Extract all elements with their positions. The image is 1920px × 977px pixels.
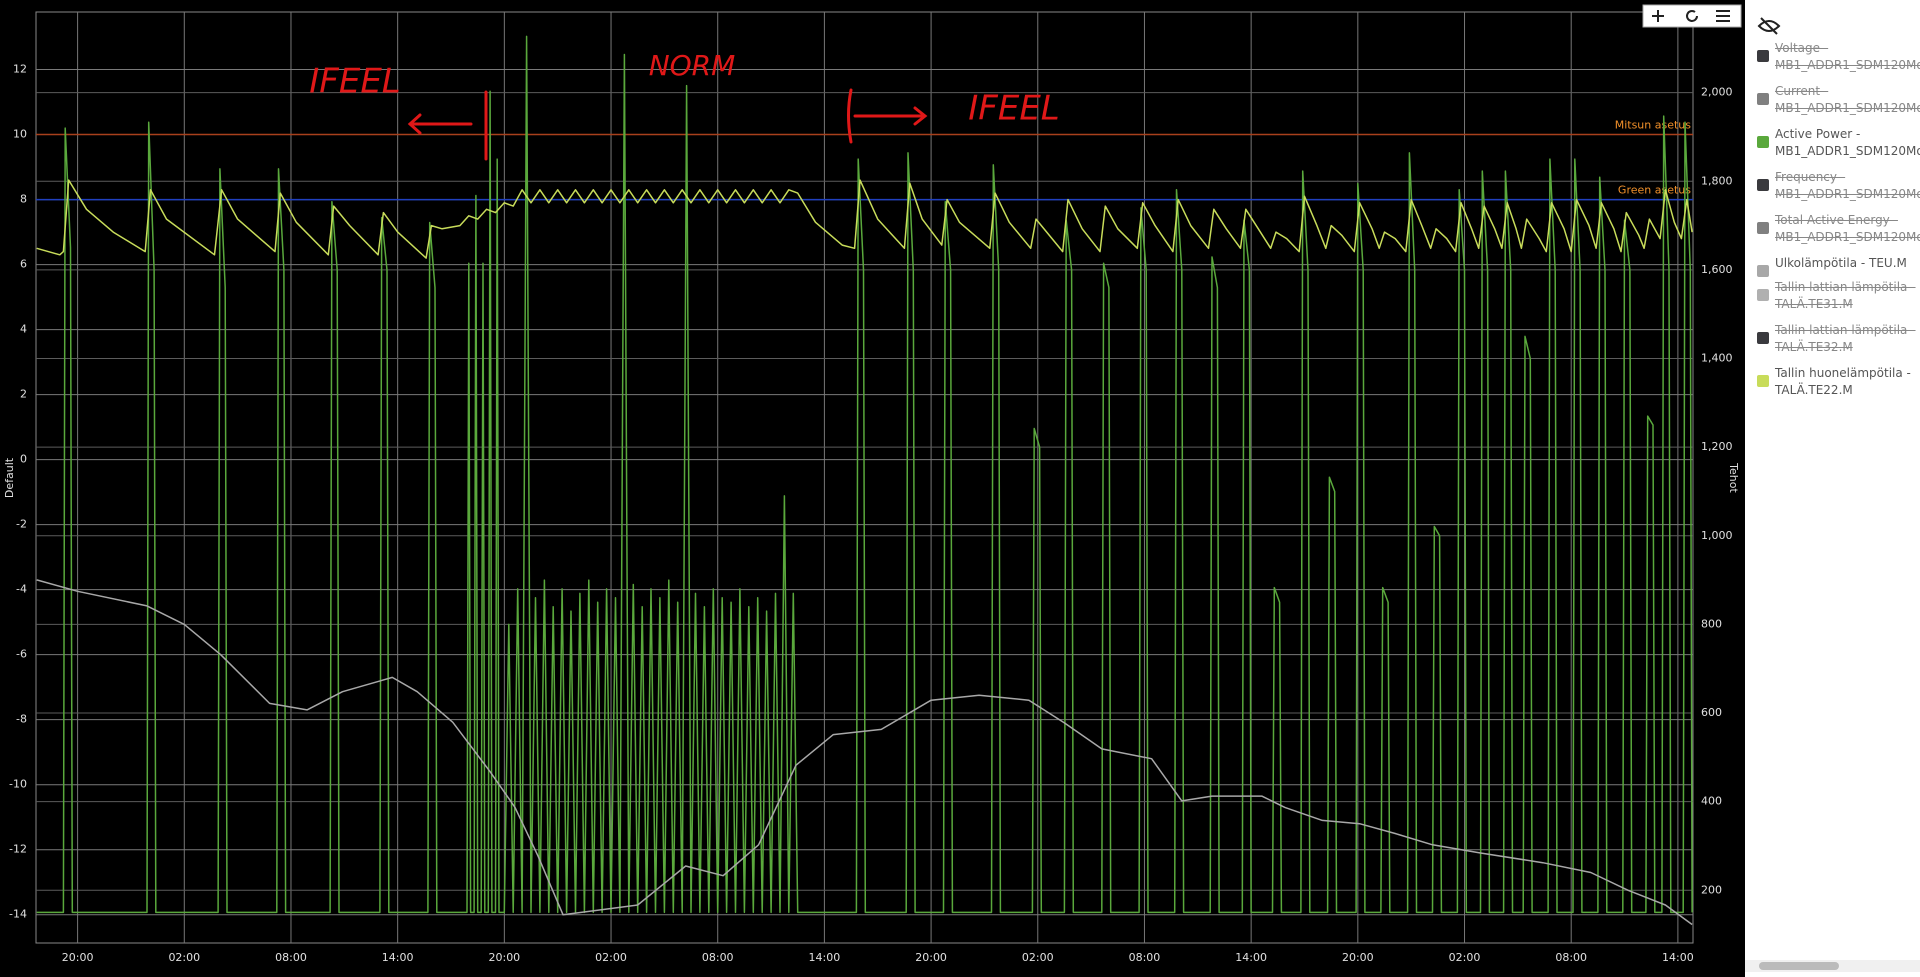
y2-tick-label: 1,200 — [1701, 440, 1733, 453]
y2-tick-label: 1,000 — [1701, 529, 1733, 542]
y2-tick-label: 800 — [1701, 617, 1722, 630]
y-axis-title: Default — [3, 457, 16, 498]
plot-line-label: Green asetus — [1618, 184, 1691, 197]
legend-item[interactable]: Total Active Energy - MB1_ADDR1_SDM120Mo… — [1757, 212, 1920, 252]
scrollbar-thumb[interactable] — [1759, 962, 1839, 970]
y2-tick-label: 2,000 — [1701, 86, 1733, 99]
reset-button[interactable] — [1686, 10, 1698, 22]
x-tick-label: 14:00 — [1235, 951, 1267, 964]
legend-item[interactable]: Tallin huonelämpötila - TALÄ.TE22.M — [1757, 365, 1920, 405]
annotations: IFEEL NORM IFEEL — [309, 49, 1060, 161]
x-tick-label: 20:00 — [488, 951, 520, 964]
legend-label: Frequency - MB1_ADDR1_SDM120Mod — [1775, 170, 1920, 201]
y2-tick-label: 400 — [1701, 795, 1722, 808]
annotation-arrow — [853, 106, 928, 126]
legend-item[interactable]: Ulkolämpötila - TEU.M — [1757, 255, 1920, 295]
pan-icon — [1652, 10, 1664, 22]
legend-item[interactable]: Active Power - MB1_ADDR1_SDM120Mod — [1757, 126, 1920, 166]
x-tick-label: 14:00 — [382, 951, 414, 964]
legend-swatch — [1757, 375, 1769, 387]
x-tick-label: 14:00 — [1662, 951, 1694, 964]
legend-swatch — [1757, 332, 1769, 344]
y-tick-label: 4 — [20, 323, 27, 336]
y2-axis-title: Tehot — [1727, 462, 1740, 493]
eye-slash — [1760, 17, 1778, 35]
series-line — [36, 35, 1693, 914]
legend-item[interactable]: Voltage - MB1_ADDR1_SDM120Mod — [1757, 40, 1920, 80]
x-tick-label: 20:00 — [915, 951, 947, 964]
toolbar — [1642, 4, 1742, 28]
y2-tick-label: 200 — [1701, 883, 1722, 896]
legend-item[interactable]: Current - MB1_ADDR1_SDM120Mod — [1757, 83, 1920, 123]
y-tick-label: 0 — [20, 453, 27, 466]
legend-swatch — [1757, 179, 1769, 191]
legend-label: Total Active Energy - MB1_ADDR1_SDM120Mo… — [1775, 213, 1920, 244]
legend-label: Tallin lattian lämpötila - TALÄ.TE32.M — [1775, 323, 1916, 354]
legend-label: Current - MB1_ADDR1_SDM120Mod — [1775, 84, 1920, 115]
y2-tick-label: 1,400 — [1701, 352, 1733, 365]
scrollbar[interactable] — [1745, 960, 1920, 972]
y-tick-label: -12 — [9, 843, 27, 856]
y2-tick-label: 1,600 — [1701, 263, 1733, 276]
y-tick-label: 12 — [13, 63, 27, 76]
x-tick-label: 02:00 — [1449, 951, 1481, 964]
annotation-stroke — [847, 88, 853, 144]
y-tick-label: -14 — [9, 908, 27, 921]
series-line — [36, 179, 1693, 259]
y-tick-label: -6 — [16, 648, 27, 661]
x-tick-label: 02:00 — [168, 951, 200, 964]
legend-swatch — [1757, 222, 1769, 234]
chart: 20:00 02:00 08:00 14:00 20:00 02:00 08:00 14:00… — [0, 0, 1745, 977]
y-tick-label: -4 — [16, 583, 27, 596]
x-tick-label: 08:00 — [275, 951, 307, 964]
x-tick-label: 02:00 — [595, 951, 627, 964]
annotation-arrow — [407, 113, 473, 135]
legend-label: Ulkolämpötila - TEU.M — [1775, 256, 1907, 270]
legend-swatch — [1757, 50, 1769, 62]
y-tick-label: -8 — [16, 713, 27, 726]
visibility-toggle[interactable] — [1757, 16, 1781, 36]
x-tick-label: 20:00 — [1342, 951, 1374, 964]
y-tick-label: -10 — [9, 778, 27, 791]
legend-label: Active Power - MB1_ADDR1_SDM120Mod — [1775, 127, 1920, 158]
reset-icon — [1686, 10, 1698, 22]
annotation: IFEEL — [309, 62, 401, 102]
y-tick-label: 6 — [20, 258, 27, 271]
y-tick-label: -2 — [16, 518, 27, 531]
legend-item[interactable]: Tallin lattian lämpötila - TALÄ.TE32.M — [1757, 322, 1920, 362]
chart-background — [0, 0, 1745, 977]
legend-item[interactable]: Tallin lattian lämpötila - TALÄ.TE31.M — [1757, 279, 1920, 319]
menu-icon — [1716, 10, 1730, 22]
legend-item[interactable]: Frequency - MB1_ADDR1_SDM120Mod — [1757, 169, 1920, 209]
x-tick-label: 14:00 — [809, 951, 841, 964]
y2-tick-label: 600 — [1701, 706, 1722, 719]
y-tick-label: 8 — [20, 193, 27, 206]
legend-swatch — [1757, 93, 1769, 105]
legend-swatch — [1757, 289, 1769, 301]
x-tick-label: 08:00 — [1555, 951, 1587, 964]
x-tick-label: 20:00 — [62, 951, 94, 964]
x-tick-label: 08:00 — [702, 951, 734, 964]
y-tick-label: 2 — [20, 388, 27, 401]
legend-swatch — [1757, 265, 1769, 277]
plot-line-label: Mitsun asetus — [1615, 119, 1692, 132]
menu-button[interactable] — [1716, 10, 1730, 22]
legend: Voltage - MB1_ADDR1_SDM120Mod Current - M… — [1745, 0, 1920, 977]
y-tick-label: 10 — [13, 128, 27, 141]
annotation: NORM — [649, 49, 736, 82]
x-tick-label: 08:00 — [1129, 951, 1161, 964]
x-tick-label: 02:00 — [1022, 951, 1054, 964]
legend-swatch — [1757, 136, 1769, 148]
pan-button[interactable] — [1652, 10, 1664, 22]
legend-label: Voltage - MB1_ADDR1_SDM120Mod — [1775, 41, 1920, 72]
annotation: IFEEL — [968, 89, 1060, 129]
y2-tick-label: 1,800 — [1701, 174, 1733, 187]
legend-label: Tallin lattian lämpötila - TALÄ.TE31.M — [1775, 280, 1916, 311]
plot-border — [35, 11, 1694, 944]
series-layer: Mitsun asetus Green asetus — [36, 35, 1693, 926]
legend-label: Tallin huonelämpötila - TALÄ.TE22.M — [1775, 366, 1911, 397]
series-line — [36, 579, 1693, 926]
